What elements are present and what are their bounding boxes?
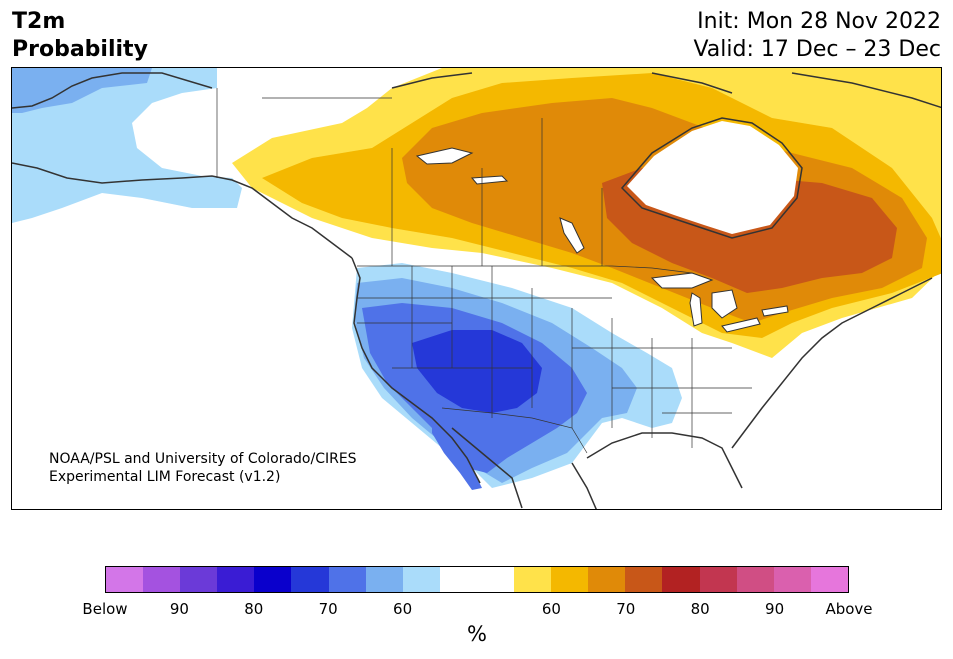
us-canada-border (357, 265, 693, 274)
east-coast (731, 277, 933, 449)
alaska-coast (12, 72, 353, 259)
colorbar-segment (810, 567, 848, 592)
colorbar-segment (699, 567, 737, 592)
mexico-coast (451, 427, 597, 509)
colorbar-tick-label: 60 (541, 600, 561, 618)
colorbar-tick-label: Below (82, 600, 128, 618)
great-lakes (415, 147, 789, 333)
west-coast (351, 257, 481, 484)
colorbar-segment (217, 567, 255, 592)
baja-blue-region (432, 418, 482, 490)
coastlines (12, 72, 941, 509)
colorbar-segment (773, 567, 811, 592)
colorbar-segment (143, 567, 181, 592)
state-lines-east (571, 308, 752, 448)
colorbar-segment (328, 567, 366, 592)
lake-ontario (761, 305, 789, 317)
mexico-border (441, 407, 588, 454)
colorbar-segment (551, 567, 589, 592)
province-lines (262, 97, 603, 266)
colorbar-segment (402, 567, 440, 592)
lake-erie (721, 317, 761, 333)
map-panel (11, 67, 942, 510)
colorbar-tick-label: 70 (318, 600, 338, 618)
title-line-2: Probability (12, 37, 148, 62)
state-lines-west (357, 266, 612, 418)
colorbar-segment (365, 567, 403, 592)
date-info: Init: Mon 28 Nov 2022 Valid: 17 Dec – 23… (693, 8, 941, 64)
colorbar-segment (736, 567, 774, 592)
title-line-1: T2m (12, 9, 66, 34)
colorbar-segment (662, 567, 700, 592)
colorbar-tick-label: 70 (616, 600, 636, 618)
credit-line-1: NOAA/PSL and University of Colorado/CIRE… (49, 451, 357, 467)
init-date: Init: Mon 28 Nov 2022 (697, 9, 941, 34)
colorbar-segment (439, 567, 477, 592)
colorbar-tick-label: Above (825, 600, 873, 618)
colorbar-tick-label: 90 (169, 600, 189, 618)
colorbar-segment (291, 567, 329, 592)
gulf-coast (586, 432, 743, 489)
great-slave-lake (470, 175, 509, 185)
map-title: T2m Probability (12, 8, 148, 64)
colorbar-segment (625, 567, 663, 592)
lake-superior (650, 272, 714, 289)
arctic-islands (391, 72, 941, 109)
colorbar-segment (514, 567, 552, 592)
lake-michigan (689, 292, 703, 327)
lake-winnipeg (559, 217, 585, 254)
colorbar-tick-label: 90 (765, 600, 785, 618)
colorbar-segment (476, 567, 515, 592)
lake-huron (711, 289, 738, 319)
colorbar-segment (180, 567, 218, 592)
probability-map (12, 68, 941, 509)
political-borders (216, 88, 752, 454)
valid-date: Valid: 17 Dec – 23 Dec (693, 37, 941, 62)
colorbar-tick-label: 80 (690, 600, 710, 618)
us-blue3-core (412, 330, 542, 413)
colorbar (105, 566, 849, 593)
alaska-blue-patch (12, 68, 152, 113)
great-bear-lake (415, 147, 474, 165)
hudson-bay-water (627, 121, 798, 234)
hudson-bay (620, 117, 803, 239)
colorbar-segment (254, 567, 292, 592)
colorbar-unit: % (467, 622, 487, 646)
colorbar-tick-label: 60 (393, 600, 413, 618)
colorbar-segment (588, 567, 626, 592)
colorbar-tick-label: 80 (244, 600, 264, 618)
alaska-lightblue-region (12, 68, 242, 223)
credit-text: NOAA/PSL and University of Colorado/CIRE… (49, 450, 357, 486)
credit-line-2: Experimental LIM Forecast (v1.2) (49, 469, 281, 485)
colorbar-segment (106, 567, 144, 592)
